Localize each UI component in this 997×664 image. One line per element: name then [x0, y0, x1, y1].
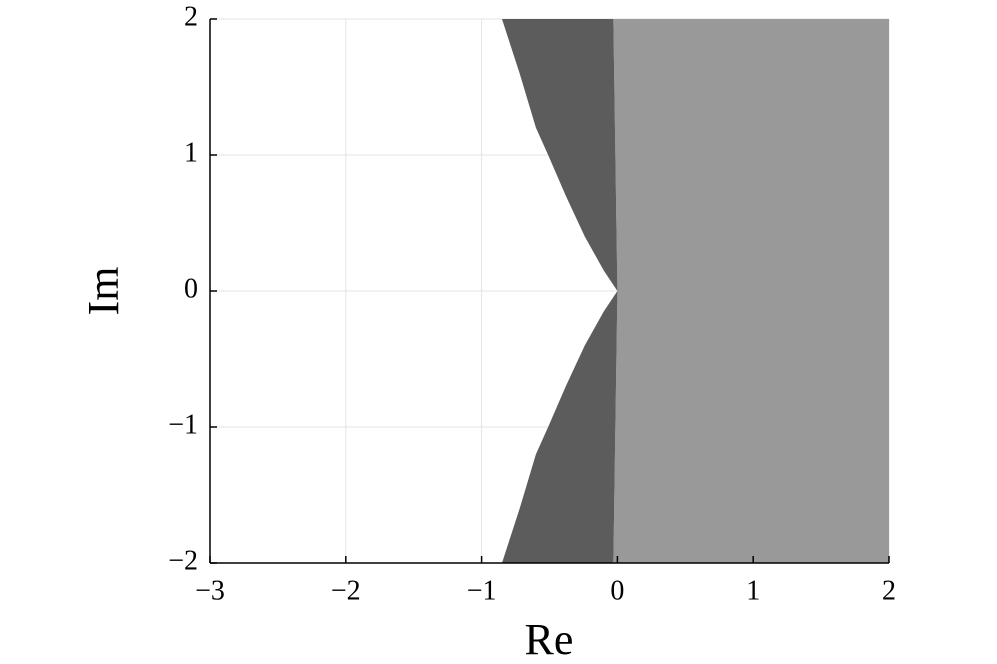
y-tick-label: −1: [168, 409, 198, 440]
region: [501, 19, 618, 563]
x-tick-label: −2: [331, 575, 361, 606]
plot-area: [501, 19, 889, 563]
x-tick-label: 1: [746, 575, 760, 606]
x-tick-label: 0: [610, 575, 624, 606]
y-axis-title: Im: [79, 267, 128, 316]
x-axis-title: Re: [525, 615, 574, 664]
x-tick-label: −1: [467, 575, 497, 606]
y-tick-label: 1: [184, 137, 198, 168]
x-tick-label: 2: [882, 575, 896, 606]
y-tick-label: 0: [184, 273, 198, 304]
y-tick-label: −2: [168, 545, 198, 576]
x-tick-label: −3: [195, 575, 225, 606]
region: [613, 19, 889, 563]
y-tick-label: 2: [184, 1, 198, 32]
